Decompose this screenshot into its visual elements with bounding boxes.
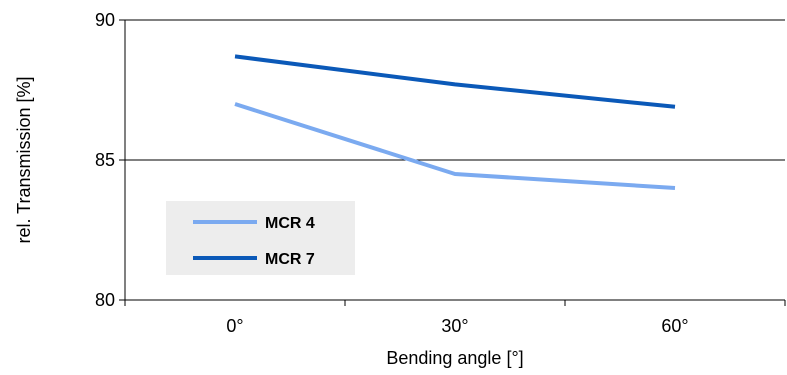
series-line-1 bbox=[234, 54, 676, 109]
legend: MCR 4 MCR 7 bbox=[166, 201, 355, 275]
legend-label-0: MCR 4 bbox=[265, 215, 315, 232]
y-tick-label-1: 85 bbox=[95, 150, 115, 170]
tick-labels: 80 85 90 0° 30° 60° bbox=[95, 10, 689, 336]
series-lines bbox=[234, 54, 676, 190]
y-tick-label-2: 90 bbox=[95, 10, 115, 30]
y-axis-label: rel. Transmission [%] bbox=[14, 76, 34, 243]
series-line-0 bbox=[234, 102, 676, 190]
legend-box bbox=[166, 201, 355, 275]
x-tick-label-2: 60° bbox=[661, 316, 688, 336]
legend-label-1: MCR 7 bbox=[265, 251, 315, 268]
x-axis-label: Bending angle [°] bbox=[386, 348, 523, 368]
x-tick-label-1: 30° bbox=[441, 316, 468, 336]
x-tick-label-0: 0° bbox=[226, 316, 243, 336]
y-tick-label-0: 80 bbox=[95, 290, 115, 310]
axes bbox=[119, 19, 786, 306]
